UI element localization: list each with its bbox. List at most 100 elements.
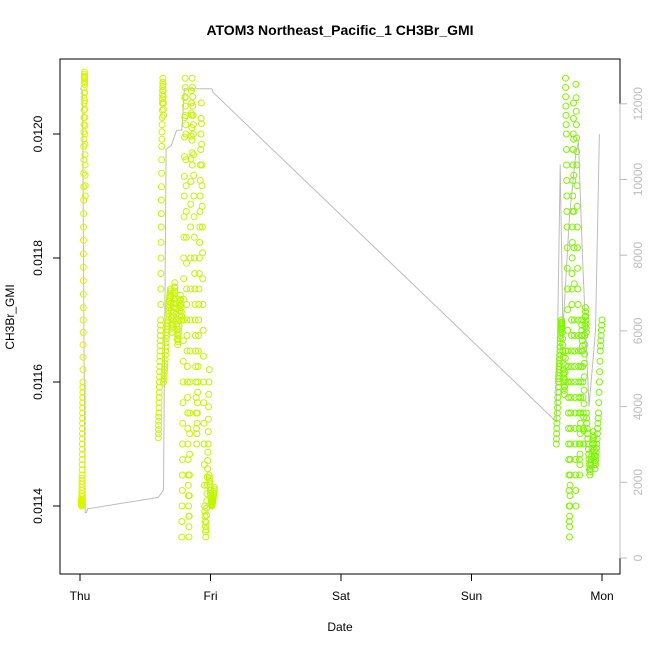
data-point [564,285,571,293]
data-point [79,304,87,312]
data-point [575,394,583,401]
data-point [594,414,602,422]
data-point [168,321,176,329]
data-point [200,419,208,427]
data-point [562,84,570,91]
data-point [567,409,575,417]
y-tick-label: 0.0118 [31,240,45,276]
data-point [79,409,87,417]
data-point [185,471,193,479]
data-point [178,518,186,525]
data-point [198,120,205,128]
data-point [595,388,603,396]
data-point [572,456,579,463]
data-point [204,457,212,464]
data-point [177,295,185,303]
data-point [187,178,195,185]
data-point [81,130,89,138]
data-point [580,373,588,381]
data-point [79,394,87,401]
data-point [156,337,164,345]
data-point [566,471,574,479]
data-point [81,78,89,86]
data-point [158,106,166,114]
data-point [576,471,584,479]
data-point [195,270,203,277]
data-point [79,250,87,258]
data-point [185,502,193,510]
data-point [576,461,584,469]
data-point [583,414,591,422]
data-point [157,316,165,324]
data-point [78,456,86,463]
data-point [185,512,193,520]
altitude-line [80,88,600,514]
data-point [187,200,195,208]
data-point [80,183,88,191]
data-point [579,409,587,417]
data-point [161,351,169,359]
data-point [568,332,575,339]
data-point [78,450,86,458]
data-point [79,341,87,349]
data-point [189,93,197,101]
right-tick-label: 0 [631,554,645,561]
data-point [157,321,164,329]
data-point [597,332,605,339]
data-point [179,378,187,386]
data-point [198,202,206,210]
data-point [570,171,578,179]
data-point [582,316,590,324]
data-point [79,414,87,422]
data-point [181,93,189,101]
data-point [564,306,572,314]
data-point [569,146,577,153]
data-point [201,523,209,531]
data-point [187,254,194,262]
data-point [188,161,196,169]
data-point [197,115,205,122]
data-point [158,169,166,177]
data-point [189,121,197,129]
data-point [199,249,207,257]
data-point [183,316,191,324]
data-point [187,132,195,140]
data-point [582,308,589,316]
data-point [553,435,560,443]
data-point [196,223,204,231]
data-point [186,316,194,324]
data-point [580,440,587,448]
data-point [575,363,583,370]
data-point [184,481,192,489]
data-point [192,363,200,370]
data-point [573,134,580,142]
data-point [595,399,603,407]
data-point [573,202,581,210]
data-point [80,135,88,143]
data-point [199,352,207,360]
data-point [188,84,196,91]
data-point [81,182,89,190]
data-point [79,404,87,412]
data-point [564,363,572,370]
data-point [171,279,179,287]
altitude-line-layer [80,88,600,514]
data-point [204,428,212,436]
x-tick-label: Sun [461,589,482,603]
data-point [196,239,204,246]
data-point [195,316,203,324]
data-point [181,84,189,91]
data-point [593,430,601,438]
data-point [185,492,193,500]
data-point [593,435,601,443]
data-point [80,169,88,177]
data-point [179,357,187,365]
data-point [197,146,205,153]
data-point [593,440,601,448]
data-point [162,347,170,355]
data-point [79,353,87,361]
data-point [78,474,86,482]
data-point [593,444,600,452]
data-point [580,359,588,367]
data-point [179,440,187,448]
